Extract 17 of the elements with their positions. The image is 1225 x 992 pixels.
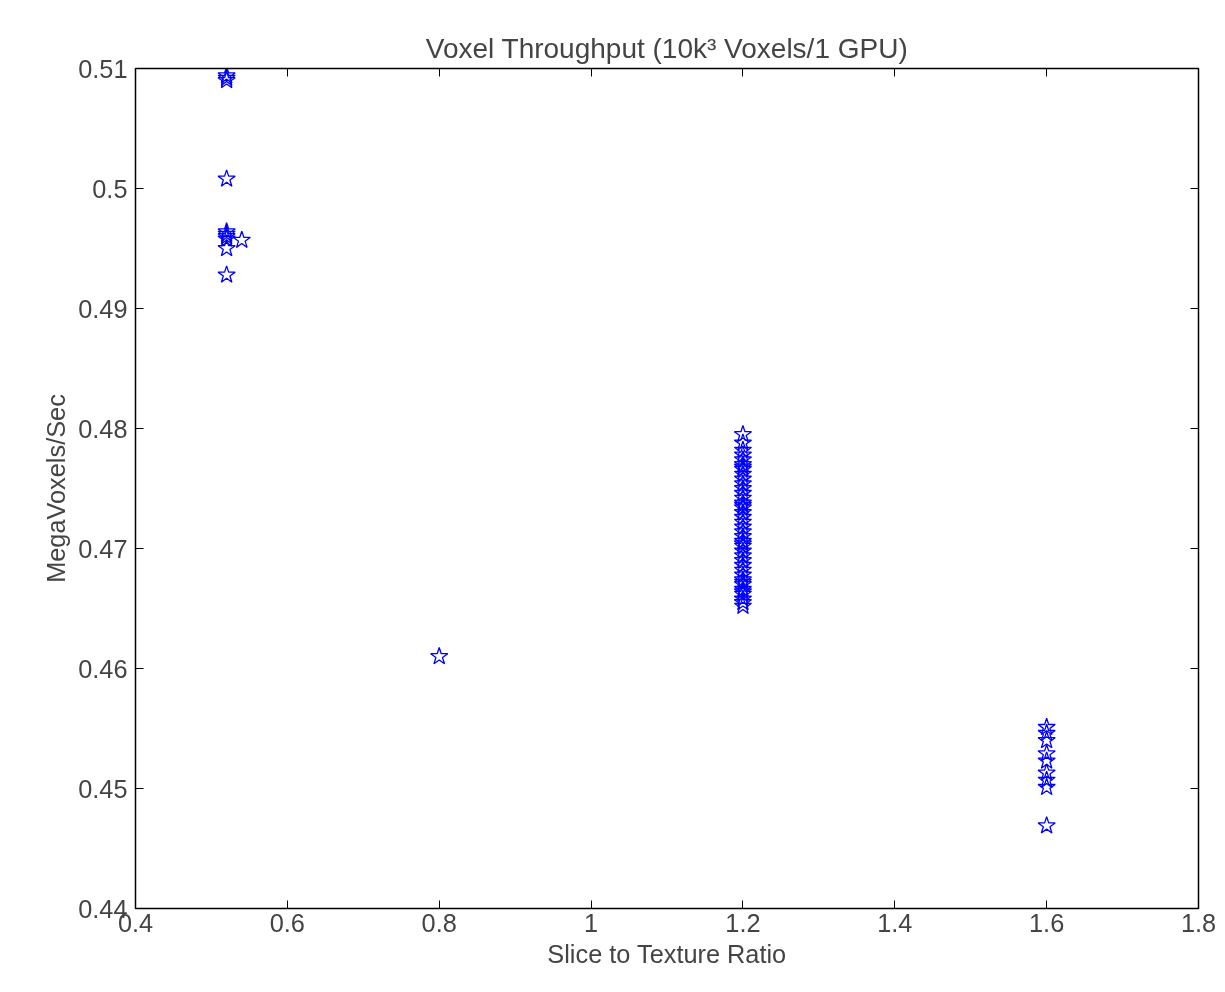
x-tick-label: 0.8 [421,908,457,937]
y-tick-label: 0.46 [78,654,128,683]
y-tick-label: 0.5 [92,174,128,203]
y-tick-label: 0.47 [78,534,128,563]
x-axis-title: Slice to Texture Ratio [547,939,787,968]
y-tick-label: 0.49 [78,294,128,323]
x-tick-label: 1.8 [1180,908,1217,937]
y-tick-label: 0.45 [78,774,128,803]
x-tick-label: 1.2 [725,908,761,937]
x-tick-label: 1.6 [1029,908,1065,937]
chart-title: Voxel Throughput (10k³ Voxels/1 GPU) [425,32,908,64]
y-tick-label: 0.51 [78,54,128,83]
y-tick-label: 0.48 [78,414,128,443]
x-tick-label: 1.4 [877,908,913,937]
x-tick-label: 0.6 [269,908,305,937]
y-axis-title: MegaVoxels/Sec [42,394,71,583]
x-tick-label: 1 [584,908,599,937]
